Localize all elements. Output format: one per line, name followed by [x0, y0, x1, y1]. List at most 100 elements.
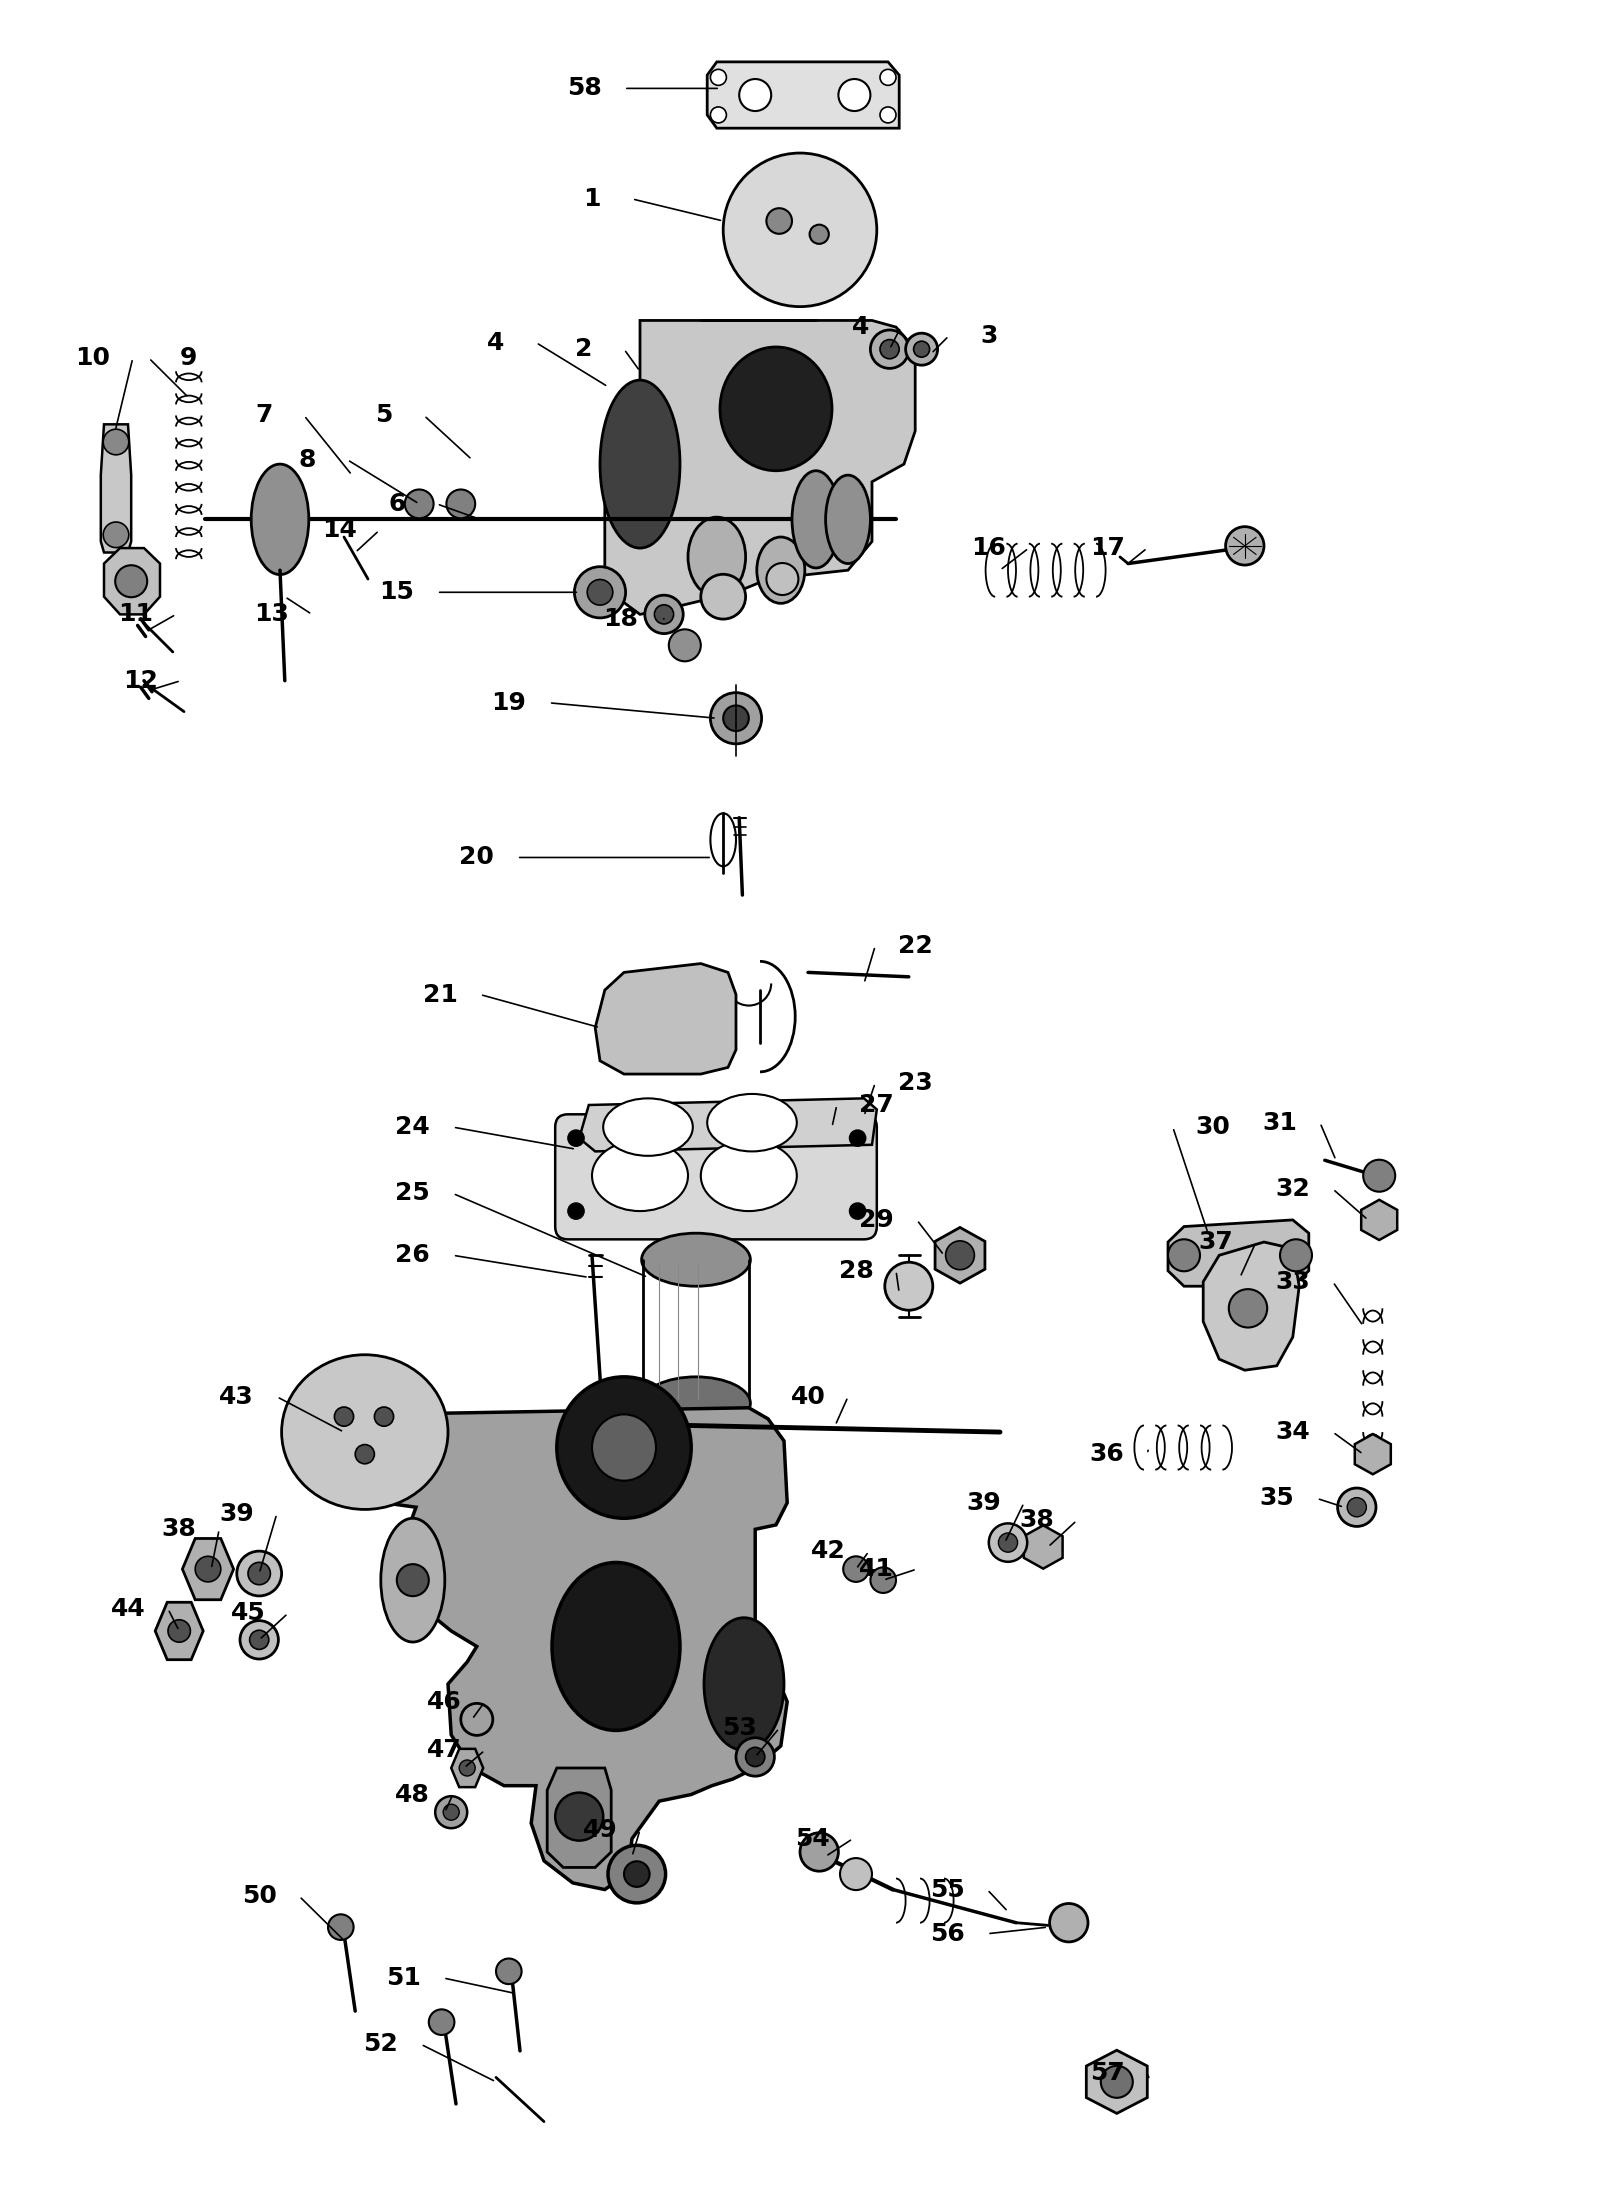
- Circle shape: [461, 1704, 493, 1735]
- Circle shape: [102, 522, 128, 548]
- Text: 32: 32: [1275, 1178, 1310, 1200]
- Circle shape: [880, 106, 896, 124]
- Circle shape: [1280, 1240, 1312, 1271]
- Circle shape: [906, 334, 938, 365]
- Circle shape: [914, 340, 930, 358]
- Circle shape: [736, 1737, 774, 1777]
- Text: 46: 46: [427, 1691, 462, 1713]
- Ellipse shape: [600, 380, 680, 548]
- Ellipse shape: [592, 1414, 656, 1481]
- FancyBboxPatch shape: [555, 1114, 877, 1240]
- Ellipse shape: [251, 464, 309, 575]
- Text: 25: 25: [395, 1182, 430, 1204]
- Circle shape: [669, 630, 701, 661]
- Text: 28: 28: [838, 1260, 874, 1282]
- Circle shape: [850, 1202, 866, 1220]
- Text: 53: 53: [722, 1717, 757, 1739]
- Text: 44: 44: [110, 1598, 146, 1620]
- Circle shape: [746, 1748, 765, 1766]
- Circle shape: [555, 1792, 603, 1841]
- Polygon shape: [1024, 1525, 1062, 1569]
- Circle shape: [1347, 1498, 1366, 1516]
- Circle shape: [1363, 1160, 1395, 1191]
- Text: 38: 38: [162, 1518, 197, 1540]
- Text: 19: 19: [491, 692, 526, 714]
- Circle shape: [843, 1556, 869, 1582]
- Polygon shape: [101, 424, 131, 552]
- Text: 21: 21: [422, 983, 458, 1006]
- Text: 58: 58: [566, 77, 602, 99]
- Polygon shape: [1362, 1200, 1397, 1240]
- Text: 33: 33: [1275, 1271, 1310, 1293]
- Polygon shape: [360, 1408, 787, 1890]
- Circle shape: [880, 69, 896, 86]
- Text: 9: 9: [181, 347, 197, 369]
- Text: 31: 31: [1262, 1112, 1298, 1134]
- Circle shape: [237, 1551, 282, 1596]
- Circle shape: [102, 429, 128, 455]
- Text: 49: 49: [582, 1819, 618, 1841]
- Text: 5: 5: [376, 404, 392, 427]
- Text: 2: 2: [576, 338, 592, 360]
- Text: 8: 8: [299, 449, 315, 471]
- Polygon shape: [155, 1602, 203, 1660]
- Text: 3: 3: [981, 325, 997, 347]
- Text: 56: 56: [930, 1923, 965, 1945]
- Ellipse shape: [826, 475, 870, 564]
- Circle shape: [710, 69, 726, 86]
- Text: 34: 34: [1275, 1421, 1310, 1443]
- Circle shape: [840, 1859, 872, 1890]
- Polygon shape: [595, 964, 736, 1074]
- Circle shape: [459, 1759, 475, 1777]
- Ellipse shape: [282, 1355, 448, 1509]
- Circle shape: [800, 1832, 838, 1872]
- Text: 26: 26: [395, 1244, 430, 1266]
- Circle shape: [998, 1534, 1018, 1551]
- Circle shape: [574, 566, 626, 619]
- Circle shape: [328, 1914, 354, 1940]
- Text: 4: 4: [853, 316, 869, 338]
- Circle shape: [405, 488, 434, 519]
- Circle shape: [1338, 1487, 1376, 1527]
- Text: 14: 14: [322, 519, 357, 541]
- Text: 30: 30: [1195, 1116, 1230, 1138]
- Circle shape: [168, 1620, 190, 1642]
- Circle shape: [739, 80, 771, 110]
- Circle shape: [1229, 1288, 1267, 1328]
- Ellipse shape: [704, 1618, 784, 1750]
- Circle shape: [1226, 526, 1264, 566]
- Text: 54: 54: [795, 1828, 830, 1850]
- Circle shape: [723, 152, 877, 307]
- Text: 57: 57: [1090, 2062, 1125, 2084]
- Polygon shape: [707, 62, 899, 128]
- Ellipse shape: [688, 517, 746, 597]
- Text: 15: 15: [379, 581, 414, 603]
- Text: 7: 7: [256, 404, 272, 427]
- Circle shape: [1101, 2066, 1133, 2097]
- Polygon shape: [605, 320, 915, 614]
- Text: 39: 39: [966, 1492, 1002, 1514]
- Ellipse shape: [381, 1518, 445, 1642]
- Polygon shape: [1086, 2051, 1147, 2113]
- Polygon shape: [451, 1748, 483, 1788]
- Polygon shape: [547, 1768, 611, 1867]
- Text: 17: 17: [1090, 537, 1125, 559]
- Text: 43: 43: [219, 1386, 254, 1408]
- Circle shape: [568, 1129, 584, 1147]
- Circle shape: [397, 1565, 429, 1596]
- Text: 11: 11: [118, 603, 154, 625]
- Text: 39: 39: [219, 1503, 254, 1525]
- Circle shape: [608, 1845, 666, 1903]
- Circle shape: [810, 225, 829, 243]
- Circle shape: [240, 1620, 278, 1660]
- Circle shape: [1168, 1240, 1200, 1271]
- Circle shape: [645, 594, 683, 634]
- Ellipse shape: [757, 537, 805, 603]
- Polygon shape: [104, 548, 160, 614]
- Circle shape: [766, 208, 792, 234]
- Text: 40: 40: [790, 1386, 826, 1408]
- Text: 50: 50: [242, 1885, 277, 1907]
- Circle shape: [989, 1523, 1027, 1562]
- Text: 12: 12: [123, 670, 158, 692]
- Text: 47: 47: [427, 1739, 462, 1761]
